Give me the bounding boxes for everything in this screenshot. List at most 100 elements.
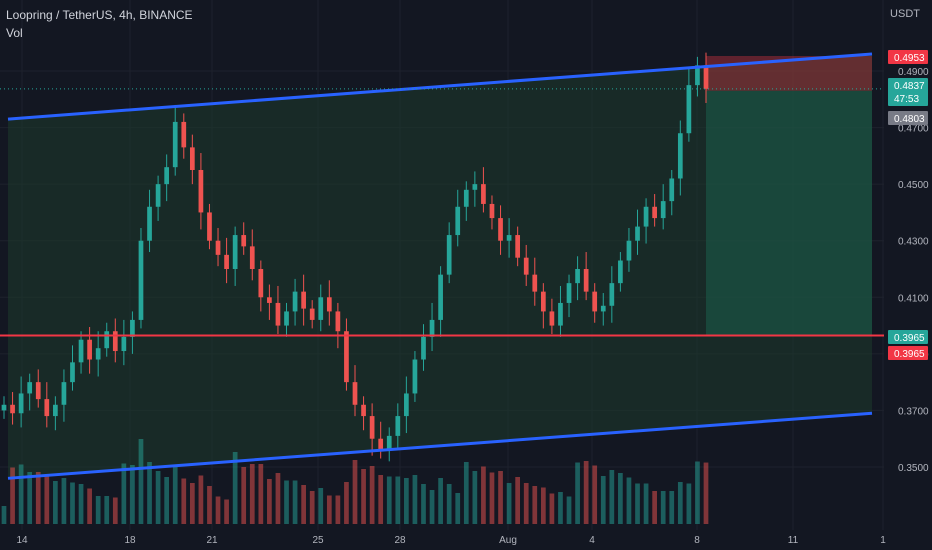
volume-bar — [18, 464, 24, 524]
candle-body — [189, 147, 195, 170]
volume-bar — [292, 480, 298, 524]
price-labels: 0.4953 0.4837 47:53 0.4803 0.3965 0.3965 — [888, 50, 928, 360]
price-label-box — [888, 346, 928, 360]
volume-bar — [652, 491, 657, 524]
candle-body — [618, 260, 623, 284]
volume-bar — [27, 472, 33, 524]
candle-body — [138, 240, 144, 320]
price-label-text: 0.4837 — [894, 81, 925, 92]
candle-body — [592, 291, 598, 312]
candle-body — [660, 201, 666, 219]
volume-bar — [10, 467, 15, 524]
candle-body — [463, 189, 469, 207]
volume-bar — [489, 472, 495, 524]
candle-body — [130, 319, 135, 337]
volume-bar — [412, 475, 418, 524]
volume-bar — [138, 439, 144, 524]
price-label-box — [888, 78, 928, 106]
volume-bar — [155, 471, 161, 524]
time-axis[interactable] — [0, 530, 884, 550]
candle-body — [18, 393, 24, 414]
candle-body — [104, 331, 110, 349]
volume-bar — [695, 461, 700, 524]
volume-bar — [592, 465, 598, 524]
volume-bar — [540, 487, 546, 524]
candle-body — [523, 257, 529, 275]
volume-bar — [130, 465, 135, 524]
candle-body — [395, 416, 401, 436]
candle-body — [532, 274, 538, 292]
candle-body — [44, 399, 50, 417]
volume-bar — [421, 484, 426, 524]
x-tick-label: 11 — [788, 535, 799, 546]
candle-body — [335, 311, 341, 332]
channel-upper-line[interactable] — [7, 52, 873, 121]
candle-body — [87, 339, 92, 360]
volume-bar — [481, 466, 486, 524]
volume-bar — [404, 478, 409, 524]
y-tick-label: 0.4300 — [898, 237, 929, 248]
volume-bar — [583, 461, 589, 524]
candle-body — [566, 283, 572, 303]
candle-body — [669, 178, 675, 202]
symbol-title[interactable]: Loopring / TetherUS, 4h, BINANCE — [6, 8, 193, 22]
candle-body — [10, 404, 15, 414]
candle-body — [481, 184, 486, 204]
candle-body — [181, 121, 187, 148]
volume-bar — [472, 471, 478, 524]
volume-bar — [232, 452, 238, 524]
candle-body — [361, 404, 366, 417]
candle-body — [677, 133, 683, 179]
candle-body — [549, 311, 555, 326]
volume-bars — [1, 439, 709, 524]
volume-bar — [523, 483, 529, 524]
volume-bar — [189, 483, 195, 524]
volume-bar — [258, 464, 264, 524]
x-tick-label: Aug — [499, 535, 517, 546]
volume-bar — [224, 499, 229, 524]
volume-label[interactable]: Vol — [6, 26, 23, 40]
candle-body — [112, 331, 118, 352]
volume-bar — [44, 475, 50, 524]
candle-body — [404, 393, 409, 417]
volume-bar — [301, 485, 306, 524]
volume-bar — [395, 476, 401, 524]
y-tick-label: 0.4900 — [898, 67, 929, 78]
candle-body — [686, 85, 692, 134]
take-profit-zone — [706, 90, 872, 336]
candle-body — [506, 235, 512, 241]
candle-body — [27, 382, 33, 394]
x-tick-label: 1 — [880, 535, 886, 546]
volume-bar — [35, 472, 41, 524]
volume-bar — [498, 471, 503, 524]
candle-body — [515, 235, 521, 258]
candle-body — [558, 302, 563, 326]
channel-lower-line[interactable] — [7, 411, 873, 480]
x-tick-label: 28 — [394, 535, 406, 546]
y-tick-label: 0.4500 — [898, 180, 929, 191]
volume-bar — [241, 467, 247, 524]
volume-bar — [121, 463, 127, 524]
candle-body — [301, 291, 306, 309]
volume-bar — [164, 477, 170, 524]
volume-bar — [677, 482, 683, 524]
x-tick-label: 4 — [589, 535, 595, 546]
volume-bar — [335, 495, 341, 524]
volume-bar — [61, 478, 67, 524]
channel-fill — [8, 54, 872, 479]
volume-bar — [635, 483, 640, 524]
candle-body — [600, 305, 606, 312]
volume-bar — [249, 464, 255, 524]
volume-bar — [549, 493, 555, 524]
candle-body — [53, 404, 58, 417]
stop-loss-zone — [706, 56, 872, 91]
x-tick-label: 18 — [124, 535, 136, 546]
candle-body — [378, 438, 384, 451]
y-tick-label: 0.4100 — [898, 293, 929, 304]
volume-bar — [198, 475, 204, 524]
volume-bar — [703, 462, 709, 524]
candle-body — [249, 246, 255, 269]
volume-bar — [378, 475, 384, 524]
candle-body — [652, 206, 657, 219]
